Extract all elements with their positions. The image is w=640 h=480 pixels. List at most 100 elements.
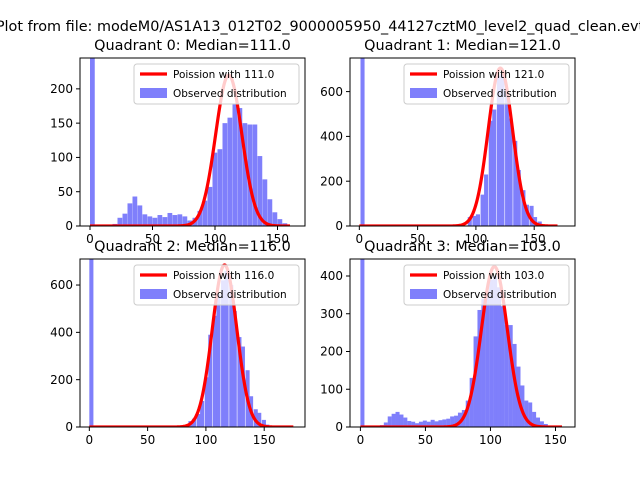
histogram-bar [191,418,196,427]
quadrant-2-title: Quadrant 2: Median=116.0 [94,239,291,255]
x-tick-label: 150 [544,433,567,447]
y-tick-label: 0 [65,219,73,233]
histogram-bar [508,325,513,427]
histogram-bar [513,140,518,226]
legend-hist-swatch [410,88,437,98]
histogram-bar [496,75,501,226]
axes-frame [79,258,306,428]
histogram-bar [500,73,505,226]
x-tick-label: 100 [204,232,227,246]
y-tick-label: 300 [320,307,343,321]
histogram-bar [267,199,273,226]
histogram-bar [162,217,168,226]
histogram-bar [485,291,490,427]
histogram-bar [493,275,498,427]
legend-fit-label: Poission with 111.0 [173,69,274,81]
histogram-bar [395,411,400,427]
quadrant-2-panel: 0 50 100 150 0 200 400 600 Poission with 116.0 Ob… [50,239,306,447]
histogram-bar [496,287,501,427]
histogram-bar [200,400,205,427]
histogram-bar [212,152,218,226]
legend-fit-label: Poission with 116.0 [173,270,274,282]
histogram-bar [202,200,208,226]
y-tick-label: 0 [335,420,343,434]
y-tick-label: 0 [65,420,73,434]
histogram-bar [472,215,477,226]
y-tick-label: 50 [58,185,73,199]
histogram-bar [529,205,534,226]
quadrant-1-legend: Poission with 121.0 Observed distribution [403,63,570,105]
histogram-bar [411,421,416,427]
legend-fit-label: Poission with 103.0 [443,270,544,282]
x-tick-label: 0 [356,232,364,246]
y-tick-label: 150 [50,116,73,130]
histogram-bar [520,385,525,427]
histogram-bar [224,270,229,427]
y-tick-label: 200 [50,373,73,387]
histogram-bar [454,415,459,427]
x-tick-label: 50 [418,433,433,447]
histogram-bar [237,337,242,427]
x-tick-label: 0 [357,433,365,447]
quadrant-1-title: Quadrant 1: Median=121.0 [364,38,561,54]
histogram-bar [475,214,480,226]
quadrant-3-title: Quadrant 3: Median=103.0 [364,239,561,255]
histogram-bar [237,108,243,226]
histogram-bar [500,306,505,427]
histogram-bar [196,413,201,427]
x-tick-label: 100 [194,433,217,447]
histogram-bar [492,109,497,226]
legend-box [403,264,570,306]
x-tick-label: 100 [464,232,487,246]
legend-hist-label: Observed distribution [443,88,557,100]
histogram-bar [488,120,493,226]
histogram-bar [229,285,234,427]
histogram-bar [539,421,544,427]
y-tick-label: 400 [320,130,343,144]
x-tick-label: 0 [86,232,94,246]
histogram-bar [465,400,470,427]
poisson-fit-curve [89,73,291,226]
histogram-bar [272,212,278,226]
histogram-bar [132,196,138,226]
quadrant-0-panel: 0 50 100 150 0 50 100 150 200 Poission with 111.0… [50,38,306,246]
histogram-bar [521,190,526,226]
legend-box [403,63,570,105]
x-tick-label: 150 [523,232,546,246]
legend-hist-swatch [140,289,167,299]
histogram-bar [240,346,245,427]
histogram-bar [469,377,474,427]
histogram-bar [535,417,541,427]
histogram-bar [117,217,123,226]
histogram-bar [257,156,263,226]
histogram-bar [157,215,163,226]
histogram-bar [232,311,237,427]
histogram-bar [360,259,365,427]
legend-hist-label: Observed distribution [443,289,557,301]
histogram-bar [516,170,521,226]
histogram-bar [450,416,455,427]
y-tick-label: 100 [320,382,343,396]
quadrant-2-legend: Poission with 116.0 Observed distribution [133,264,300,306]
histogram-bar [262,179,268,226]
histogram-bar [232,103,238,226]
histogram-bar [257,412,262,427]
axes-frame [349,258,576,428]
histogram-bar [407,420,412,427]
histogram-bar [473,336,478,427]
histogram-bar [172,215,178,226]
histogram-bar [90,58,95,226]
histogram-bar [403,417,408,427]
histogram-bar [430,419,435,427]
y-tick-label: 0 [335,219,343,233]
histogram-bar [505,91,510,226]
figure-suptitle: Plot from file: modeM0/AS1A13_012T02_900… [0,19,640,35]
histogram-bar [277,219,283,226]
x-tick-label: 0 [86,433,94,447]
poisson-fit-curve [359,264,563,427]
histogram-bar [147,216,153,226]
quadrant-0-title: Quadrant 0: Median=111.0 [94,38,291,54]
histogram-bar [247,124,253,226]
histogram-bar [242,123,248,226]
histogram-bar [480,194,485,226]
